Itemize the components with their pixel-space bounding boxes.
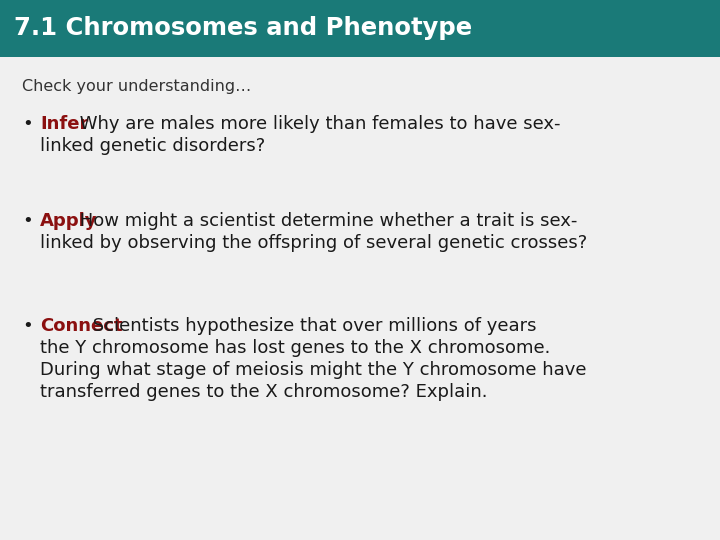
Text: Connect: Connect bbox=[40, 316, 122, 335]
Text: During what stage of meiosis might the Y chromosome have: During what stage of meiosis might the Y… bbox=[40, 361, 587, 379]
Text: 7.1 Chromosomes and Phenotype: 7.1 Chromosomes and Phenotype bbox=[14, 16, 472, 40]
Text: Check your understanding…: Check your understanding… bbox=[22, 79, 251, 94]
Text: Infer: Infer bbox=[40, 114, 89, 133]
Text: Apply: Apply bbox=[40, 212, 97, 230]
Text: linked genetic disorders?: linked genetic disorders? bbox=[40, 137, 265, 154]
Text: •: • bbox=[22, 114, 32, 133]
Text: How might a scientist determine whether a trait is sex-: How might a scientist determine whether … bbox=[73, 212, 577, 230]
Text: •: • bbox=[22, 316, 32, 335]
Text: Scientists hypothesize that over millions of years: Scientists hypothesize that over million… bbox=[87, 316, 537, 335]
Bar bbox=[0, 0, 720, 57]
Text: Why are males more likely than females to have sex-: Why are males more likely than females t… bbox=[73, 114, 560, 133]
Text: the Y chromosome has lost genes to the X chromosome.: the Y chromosome has lost genes to the X… bbox=[40, 339, 550, 357]
Text: transferred genes to the X chromosome? Explain.: transferred genes to the X chromosome? E… bbox=[40, 383, 487, 401]
Text: linked by observing the offspring of several genetic crosses?: linked by observing the offspring of sev… bbox=[40, 234, 588, 252]
Text: •: • bbox=[22, 212, 32, 230]
